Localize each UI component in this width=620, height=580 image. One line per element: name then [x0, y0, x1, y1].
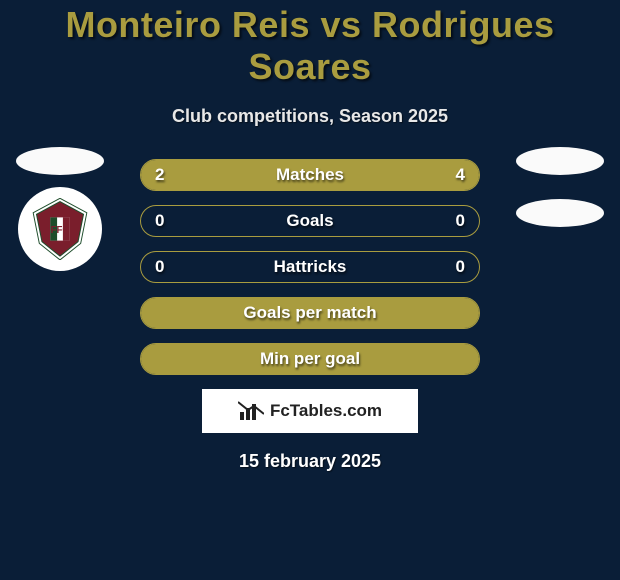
- player-right-club-badge: [516, 199, 604, 227]
- comparison-date: 15 february 2025: [0, 451, 620, 472]
- stat-value-left: 2: [155, 165, 164, 185]
- stat-value-right: 0: [456, 211, 465, 231]
- stat-row: Min per goal: [140, 343, 480, 375]
- player-right-avatar: [516, 147, 604, 175]
- bar-chart-icon: [238, 400, 264, 422]
- player-right-column: [516, 147, 604, 227]
- comparison-subtitle: Club competitions, Season 2025: [0, 106, 620, 127]
- comparison-title: Monteiro Reis vs Rodrigues Soares: [0, 0, 620, 88]
- stat-value-right: 4: [456, 165, 465, 185]
- svg-text:FFC: FFC: [51, 225, 70, 236]
- comparison-block: FFC 2 4 Matches 0 0 Goals 0 0 Hattricks Goals per…: [0, 159, 620, 472]
- brand-text: FcTables.com: [270, 401, 382, 421]
- stat-value-left: 0: [155, 257, 164, 277]
- stat-label: Min per goal: [260, 349, 360, 369]
- stat-row: 0 0 Hattricks: [140, 251, 480, 283]
- stat-label: Goals: [286, 211, 333, 231]
- stat-value-left: 0: [155, 211, 164, 231]
- stat-label: Hattricks: [274, 257, 347, 277]
- stat-label: Matches: [276, 165, 344, 185]
- stat-row: 0 0 Goals: [140, 205, 480, 237]
- stat-row: 2 4 Matches: [140, 159, 480, 191]
- player-left-club-badge: FFC: [18, 187, 102, 271]
- fluminense-crest-icon: FFC: [29, 198, 91, 260]
- stat-label: Goals per match: [243, 303, 376, 323]
- stat-row: Goals per match: [140, 297, 480, 329]
- brand-footer[interactable]: FcTables.com: [202, 389, 418, 433]
- stat-value-right: 0: [456, 257, 465, 277]
- player-left-column: FFC: [16, 147, 104, 271]
- player-left-avatar: [16, 147, 104, 175]
